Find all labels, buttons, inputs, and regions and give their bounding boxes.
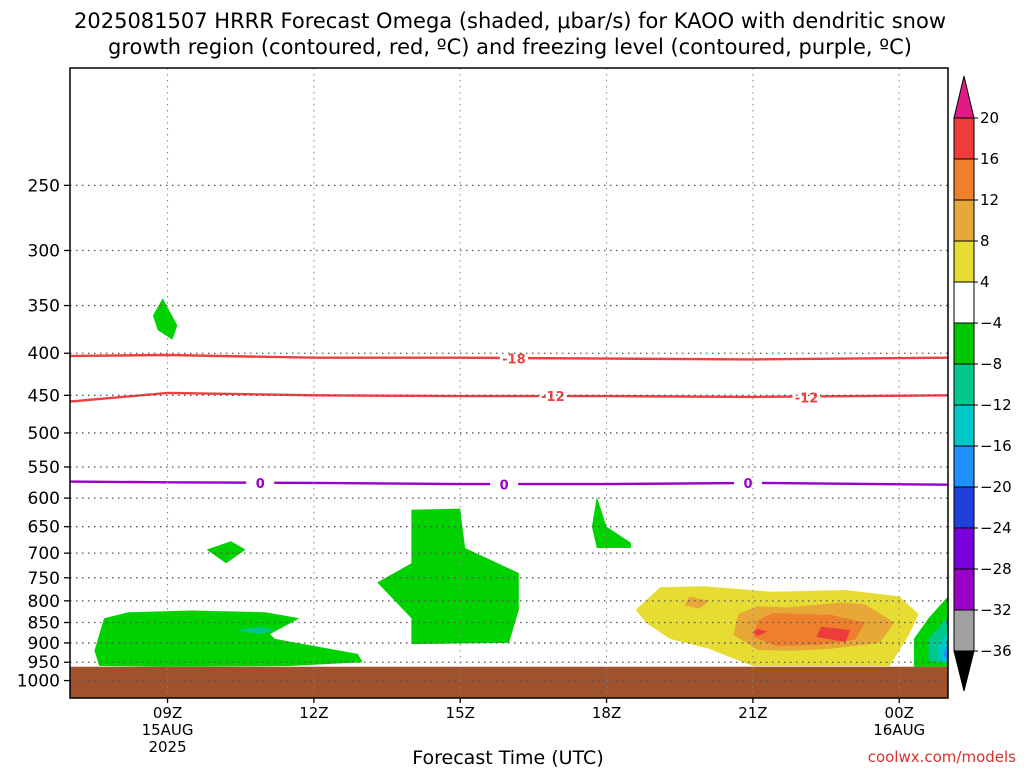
omega-region-7 xyxy=(684,596,709,609)
x-tick-label-0-1: 15AUG xyxy=(142,721,194,739)
credit-text: coolwx.com/models xyxy=(868,748,1016,766)
colorbar: 20 16 12 8 4 −4 −8 −12 −16 −20 −24 −28 −32 −36 xyxy=(953,75,1012,692)
colorbar-label-10: −24 xyxy=(980,519,1012,537)
omega-region-5 xyxy=(591,496,631,548)
omega-region-3 xyxy=(206,541,246,564)
colorbar-label-7: −12 xyxy=(980,396,1012,414)
colorbar-swatch-12 xyxy=(953,609,975,652)
omega-region-10 xyxy=(816,626,851,643)
contour-label-0-0: -18 xyxy=(502,353,526,368)
colorbar-swatch-10 xyxy=(953,527,975,570)
colorbar-swatch-3 xyxy=(953,240,975,283)
colorbar-swatch-5 xyxy=(953,322,975,365)
colorbar-swatch-6 xyxy=(953,363,975,406)
colorbar-label-6: −8 xyxy=(980,355,1002,373)
contour-line-0 xyxy=(69,353,949,361)
colorbar-swatch-11 xyxy=(953,568,975,611)
y-tick-label-6: 550 xyxy=(28,458,60,478)
colorbar-label-13: −36 xyxy=(980,642,1012,660)
contour-label-bg-0-0 xyxy=(499,350,528,367)
plot-frame xyxy=(69,67,949,699)
y-tick-label-4: 450 xyxy=(28,386,60,406)
contour-label-bg-2-2 xyxy=(734,474,763,491)
y-tick-label-2: 350 xyxy=(28,297,60,317)
colorbar-label-9: −20 xyxy=(980,478,1012,496)
x-tick-label-0-2: 2025 xyxy=(148,738,186,756)
colorbar-bottom-triangle xyxy=(953,650,975,692)
y-tick-label-15: 1000 xyxy=(17,672,60,692)
y-tick-label-1: 300 xyxy=(28,241,60,261)
contour-label-bg-1-1 xyxy=(792,389,821,406)
colorbar-swatch-4 xyxy=(953,281,975,324)
colorbar-swatch-0 xyxy=(953,117,975,160)
x-tick-label-5-0: 00Z xyxy=(885,704,914,722)
x-tick-label-4-0: 21Z xyxy=(738,704,767,722)
y-tick-label-14: 950 xyxy=(28,653,60,673)
x-tick-label-2-0: 15Z xyxy=(446,704,475,722)
colorbar-label-4: 4 xyxy=(980,273,990,291)
y-tick-label-5: 500 xyxy=(28,424,60,444)
y-tick-label-12: 850 xyxy=(28,614,60,634)
axes: 2503003504004505005506006507007508008509… xyxy=(17,67,949,756)
y-tick-label-8: 650 xyxy=(28,518,60,538)
colorbar-swatch-9 xyxy=(953,486,975,529)
y-tick-label-9: 700 xyxy=(28,544,60,564)
omega-region-2 xyxy=(152,298,178,340)
chart-title-line-2: growth region (contoured, red, ºC) and f… xyxy=(108,35,912,59)
contour-label-2-2: 0 xyxy=(743,477,752,492)
omega-region-0 xyxy=(94,610,363,667)
colorbar-swatch-2 xyxy=(953,199,975,242)
colorbar-top-triangle xyxy=(953,75,975,119)
colorbar-label-11: −28 xyxy=(980,560,1012,578)
contour-label-2-1: 0 xyxy=(500,479,509,494)
colorbar-swatch-7 xyxy=(953,404,975,447)
colorbar-swatch-1 xyxy=(953,158,975,201)
omega-region-15 xyxy=(943,642,948,662)
y-tick-label-0: 250 xyxy=(28,176,60,196)
contour-label-bg-1-0 xyxy=(538,388,567,405)
contour-label-1-0: -12 xyxy=(541,390,565,405)
x-tick-label-1-0: 12Z xyxy=(299,704,328,722)
y-tick-label-10: 750 xyxy=(28,569,60,589)
x-tick-label-3-0: 18Z xyxy=(592,704,621,722)
colorbar-swatch-8 xyxy=(953,445,975,488)
colorbar-label-8: −16 xyxy=(980,437,1012,455)
chart-title-line-1: 2025081507 HRRR Forecast Omega (shaded, … xyxy=(74,9,946,33)
x-tick-label-5-1: 16AUG xyxy=(873,721,925,739)
y-tick-label-3: 400 xyxy=(28,344,60,364)
omega-region-4 xyxy=(377,508,519,645)
colorbar-label-12: −32 xyxy=(980,601,1012,619)
contour-label-bg-2-1 xyxy=(490,476,519,493)
colorbar-label-1: 16 xyxy=(980,150,999,168)
y-tick-label-7: 600 xyxy=(28,489,60,509)
contour-label-2-0: 0 xyxy=(256,477,265,492)
x-tick-label-0-0: 09Z xyxy=(153,704,182,722)
y-tick-label-11: 800 xyxy=(28,592,60,612)
y-tick-label-13: 900 xyxy=(28,634,60,654)
ground-fill xyxy=(70,666,948,698)
x-axis-label: Forecast Time (UTC) xyxy=(412,747,603,768)
contour-label-bg-2-0 xyxy=(246,474,275,491)
omega-region-1 xyxy=(235,626,275,635)
omega-region-11 xyxy=(752,628,768,636)
colorbar-label-5: −4 xyxy=(980,314,1002,332)
colorbar-label-3: 8 xyxy=(980,232,990,250)
contour-label-1-1: -12 xyxy=(795,392,819,407)
colorbar-label-0: 20 xyxy=(980,109,999,127)
plot-area: -18 -12 -12 0 0 0 xyxy=(69,298,949,698)
colorbar-label-2: 12 xyxy=(980,191,999,209)
